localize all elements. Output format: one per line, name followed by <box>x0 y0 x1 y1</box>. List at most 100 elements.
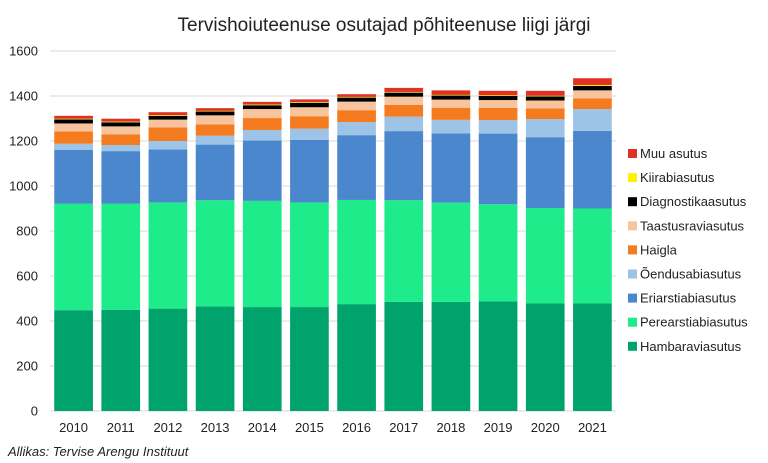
legend-swatch <box>628 317 637 327</box>
bar-segment <box>101 118 141 122</box>
bar-segment <box>573 130 612 209</box>
bar-segment <box>384 96 424 105</box>
bar-segment <box>101 122 141 127</box>
bar-segment <box>290 307 329 411</box>
legend-swatch <box>628 173 637 183</box>
bar-segment <box>242 307 282 411</box>
x-tick-label: 2015 <box>295 420 324 435</box>
bar-segment <box>384 91 424 93</box>
bar-segment <box>431 202 471 302</box>
bar-segment <box>290 107 329 117</box>
bar-segment <box>148 119 188 128</box>
bar-segment <box>431 94 471 96</box>
bar-segment <box>337 97 376 102</box>
x-tick-label: 2019 <box>484 420 513 435</box>
y-tick-label: 1200 <box>9 134 38 149</box>
bar-segment <box>525 137 565 209</box>
bar-segment <box>525 119 565 138</box>
bar-segment <box>573 208 612 304</box>
bar-segment <box>101 203 141 310</box>
bar-segment <box>431 95 471 100</box>
y-tick-label: 1400 <box>9 89 38 104</box>
y-tick-label: 400 <box>16 314 38 329</box>
x-tick-label: 2016 <box>342 420 371 435</box>
chart-title: Tervishoiuteenuse osutajad põhiteenuse l… <box>178 15 591 36</box>
bar-segment <box>431 119 471 134</box>
bar-segment <box>573 84 612 86</box>
legend-label: Diagnostikaasutus <box>640 194 747 209</box>
bar-segment <box>195 200 235 307</box>
bar-segment <box>148 308 188 411</box>
y-tick-label: 800 <box>16 224 38 239</box>
bar-segment <box>478 120 518 134</box>
bar-segment <box>573 98 612 110</box>
bar-segment <box>337 304 376 411</box>
bar-segment <box>337 101 376 111</box>
bar-segment <box>54 115 93 119</box>
gridlines <box>50 50 616 412</box>
legend-label: Kiirabiasutus <box>640 170 715 185</box>
bar-segment <box>431 99 471 108</box>
x-tick-label: 2021 <box>578 420 607 435</box>
bar-segment <box>384 116 424 132</box>
legend-swatch <box>628 221 637 231</box>
bar-segment <box>478 107 518 121</box>
legend-swatch <box>628 245 637 255</box>
bar-segment <box>101 134 141 146</box>
bar-segment <box>573 78 612 85</box>
bar-segment <box>195 135 235 145</box>
bar-segment <box>478 95 518 96</box>
legend-swatch <box>628 149 637 158</box>
bar-segment <box>54 119 93 124</box>
bar-segment <box>478 90 518 96</box>
bar-segment <box>290 139 329 203</box>
bar-segment <box>148 141 188 150</box>
bar-segment <box>337 199 376 305</box>
bar-segment <box>384 301 424 411</box>
legend-label: Taastusraviasutus <box>640 218 745 233</box>
y-tick-label: 1000 <box>9 179 38 194</box>
bar-segment <box>242 140 282 201</box>
bar-segment <box>478 100 518 108</box>
bar-segment <box>290 102 329 108</box>
bar-segment <box>54 310 93 411</box>
bar-segment <box>242 109 282 119</box>
bar-segment <box>290 116 329 129</box>
bar-segment <box>54 131 93 144</box>
bar-segment <box>242 104 282 106</box>
x-tick-label: 2011 <box>107 420 135 435</box>
x-tick-label: 2018 <box>436 420 465 435</box>
bar-segment <box>431 133 471 203</box>
bar-segment <box>148 149 188 203</box>
bar-segment <box>54 118 93 120</box>
bar-segment <box>195 306 235 411</box>
legend-swatch <box>628 197 637 207</box>
bar-segment <box>573 85 612 91</box>
bar-segment <box>431 90 471 95</box>
bar-segment <box>242 129 282 141</box>
legend-swatch <box>628 269 637 279</box>
bar-segment <box>525 208 565 304</box>
x-tick-label: 2012 <box>153 420 182 435</box>
legend-label: Eriarstiabiasutus <box>640 291 737 306</box>
bar-segment <box>384 200 424 302</box>
y-tick-label: 200 <box>16 359 38 374</box>
bar-segment <box>337 96 376 98</box>
bar-segment <box>195 111 235 116</box>
bar-segment <box>148 202 188 309</box>
bar-segment <box>337 135 376 200</box>
legend-label: Muu asutus <box>640 146 708 161</box>
x-tick-label: 2013 <box>201 420 230 435</box>
x-tick-label: 2010 <box>59 420 88 435</box>
x-tick-label: 2017 <box>389 420 418 435</box>
bar-segment <box>242 101 282 105</box>
bar-segment <box>54 143 93 150</box>
bar-segment <box>101 145 141 152</box>
bar-segment <box>525 95 565 97</box>
bar-segment <box>525 100 565 109</box>
legend-label: Perearstiabiasutus <box>640 315 748 330</box>
bar-segment <box>195 144 235 201</box>
legend-label: Haigla <box>640 242 678 257</box>
source-note: Allikas: Tervise Arengu Instituut <box>7 444 190 459</box>
